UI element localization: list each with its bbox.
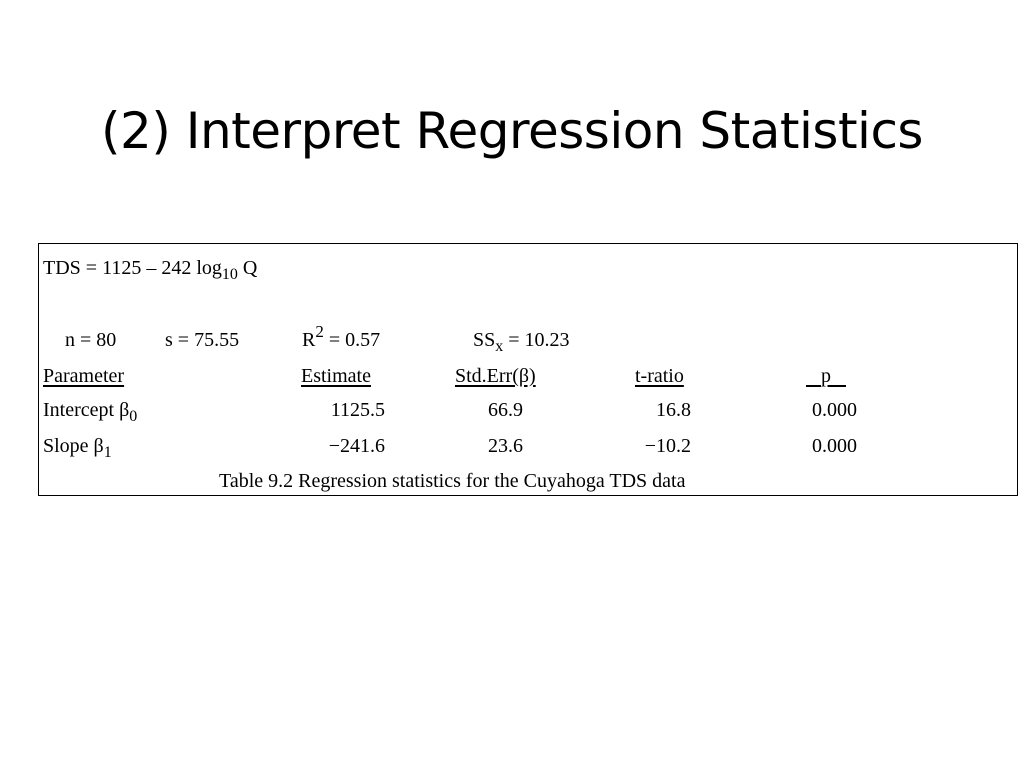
table-caption: Table 9.2 Regression statistics for the … [219,470,686,492]
header-p-text: p [821,365,831,387]
stat-ssx: SSx = 10.23 [473,328,570,355]
row-slope-name: Slope β1 [43,434,112,461]
header-p: ​ p [806,365,831,387]
row-intercept-estimate: 1125.5 [330,399,385,421]
r2-value: = 0.57 [328,329,381,351]
header-t-ratio: t-ratio [635,365,684,387]
header-parameter: Parameter [43,365,125,387]
r2-exponent: 2 [315,322,324,341]
row-intercept-t-ratio: 16.8 [656,399,691,421]
stat-s: s = 75.55 [165,329,240,351]
row-subscript: 1 [103,444,112,461]
row-intercept-std-err: 66.9 [488,399,523,421]
row-name: Slope β [43,435,104,457]
row-intercept-p: 0.000 [812,399,857,421]
row-name: Intercept β [43,399,130,421]
regression-equation: TDS = 1125 – 242 log10 Q [43,256,258,283]
row-slope-estimate: −241.6 [328,435,385,457]
row-slope-t-ratio: −10.2 [644,435,691,457]
ssx-subscript: x [495,338,504,355]
header-std-err: Std.Err(β) [455,365,536,387]
regression-table-figure: TDS = 1125 – 242 log10 Q n = 80 s = 75.5… [38,243,1018,496]
slide-title: (2) Interpret Regression Statistics [101,101,923,160]
stat-n: n = 80 [65,329,117,351]
ssx-prefix: SS [473,329,496,351]
stat-r-squared: R2 = 0.57 [302,323,381,352]
r2-prefix: R [302,329,316,351]
row-slope-p: 0.000 [812,435,857,457]
equation-lhs: TDS = 1125 – 242 log [43,257,222,279]
ssx-value: = 10.23 [508,329,570,351]
row-subscript: 0 [129,408,138,425]
header-estimate: Estimate [301,365,371,387]
row-intercept-name: Intercept β0 [43,398,138,425]
equation-variable: Q [242,257,258,279]
row-slope-std-err: 23.6 [488,435,523,457]
log-base: 10 [221,266,238,283]
